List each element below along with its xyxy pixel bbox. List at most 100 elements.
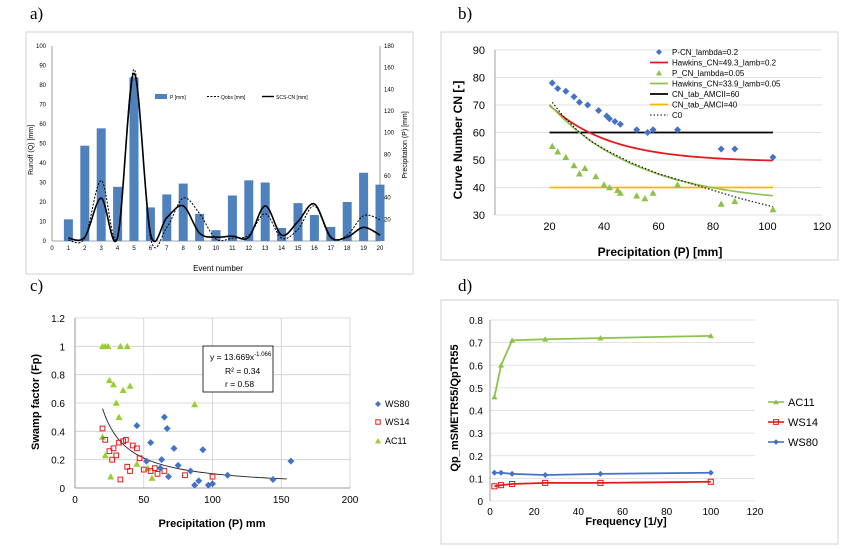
a-y2tick-label: 140	[384, 87, 395, 93]
c-legend-ws14-label: WS14	[385, 417, 410, 427]
b-triangle-point	[554, 148, 562, 155]
c-xtick-label: 0	[72, 495, 78, 506]
c-ws14-point	[127, 468, 133, 474]
a-precip-bar	[260, 182, 270, 241]
a-precip-bar	[129, 77, 139, 242]
b-legend-diamond-swatch	[656, 49, 662, 55]
a-precip-bar	[80, 145, 90, 241]
panel-b-frame	[440, 31, 839, 261]
a-y2tick-label: 160	[384, 66, 395, 72]
c-ws14-point	[99, 425, 106, 432]
b-xtick-label: 120	[813, 221, 831, 233]
d-legend-ws14-label: WS14	[788, 417, 818, 429]
a-ytick-label: 100	[36, 44, 47, 50]
a-ytick-label: 50	[39, 142, 46, 148]
c-ytick-label: 0.2	[51, 456, 65, 467]
c-ws80-point	[133, 422, 141, 430]
b-xtick-label: 60	[652, 221, 664, 233]
d-ylabel: Qp_mSMETR55/QpTR55	[449, 344, 461, 471]
c-ytick-label: 1	[59, 342, 65, 353]
b-triangle-point	[570, 162, 578, 169]
c-ws14-point	[110, 445, 117, 452]
d-ws80-point	[498, 469, 505, 476]
c-ac11-point	[133, 460, 141, 467]
c-ac11-point	[110, 381, 117, 388]
d-ac11-point	[597, 335, 604, 341]
b-diamond-point	[554, 85, 562, 92]
c-ws14-point	[133, 445, 140, 452]
c-ws80-point	[160, 413, 168, 421]
b-diamond-point	[595, 107, 603, 114]
c-ws80-point	[199, 446, 207, 454]
d-ws80-point	[597, 470, 604, 477]
a-xtick-label: 19	[360, 246, 367, 252]
b-hawkins-02-curve	[548, 104, 773, 162]
c-ws80-point	[287, 457, 295, 465]
d-ws14-point	[542, 479, 549, 486]
plots-layer: 0102030405060708090100204060801001201401…	[36, 44, 831, 518]
d-xtick-label: 80	[661, 507, 673, 518]
b-diamond-point	[570, 93, 578, 101]
b-diamond-point	[562, 87, 570, 95]
a-y2tick-label: 100	[384, 131, 395, 137]
a-legend-bar-label: P [mm]	[170, 95, 186, 101]
b-ytick-label: 90	[473, 45, 485, 57]
a-precip-bar	[96, 128, 106, 241]
a-precip-bar	[326, 226, 336, 241]
b-diamond-point	[548, 79, 556, 87]
b-xtick-label: 80	[707, 221, 719, 233]
a-qobs-line	[68, 68, 381, 249]
b-triangle-point	[674, 181, 682, 188]
d-ac11-point	[509, 337, 516, 343]
b-ytick-label: 30	[473, 210, 485, 222]
d-ws14-point	[497, 482, 505, 489]
c-ac11-point	[123, 342, 131, 350]
c-ws80-point	[187, 467, 194, 475]
b-legend-label: P_CN_lambda=0.05	[672, 69, 745, 78]
a-precip-bar	[342, 202, 352, 241]
a-y2tick-label: 20	[384, 217, 391, 223]
c-eq-exponent: -1.066	[254, 352, 272, 358]
b-diamond-point	[769, 153, 777, 161]
a-xtick-label: 16	[311, 246, 318, 252]
b-triangle-point	[731, 197, 739, 205]
c-ws80-point	[158, 456, 166, 464]
c-ac11-point	[107, 473, 115, 480]
b-c0-curve	[551, 101, 774, 208]
c-ws80-point	[269, 476, 277, 483]
d-xtick-label: 0	[487, 507, 493, 518]
c-ws14-point	[109, 456, 116, 463]
b-diamond-point	[644, 129, 652, 136]
b-diamond-point	[731, 145, 739, 153]
c-ac11-point	[126, 382, 134, 389]
d-ws80-point	[491, 469, 498, 476]
b-legend-label: Hawkins_CN=33.9_lamb=0.05	[672, 80, 781, 89]
b-legend-label: CN_tab_AMCII=60	[672, 90, 740, 99]
b-legend-label: P-CN_lambda=0.2	[672, 48, 739, 57]
b-ytick-label: 70	[473, 100, 485, 112]
c-eq-text: y = 13.669x-1.066	[210, 352, 272, 362]
a-xtick-label: 9	[198, 246, 202, 252]
c-annotation-box	[202, 345, 274, 393]
d-xlabel: Frequency [1/y]	[585, 516, 667, 528]
a-ytick-label: 0	[43, 239, 47, 245]
a-xtick-label: 8	[182, 246, 186, 252]
a-y2tick-label: 40	[384, 196, 391, 202]
d-ws14-point	[597, 479, 604, 486]
a-ylabel: Runoff (Q) [mm]	[28, 125, 35, 175]
b-legend-label: C0	[672, 111, 683, 120]
a-y2tick-label: 80	[384, 152, 391, 158]
d-ws80-point	[542, 471, 549, 478]
c-ws14-point	[116, 439, 122, 446]
a-precip-bar	[211, 230, 221, 241]
c-ws14-point	[136, 455, 143, 462]
c-ws14-point	[140, 466, 147, 473]
a-ytick-label: 60	[39, 122, 46, 128]
d-ac11-point	[542, 336, 549, 342]
d-ytick-label: 0.1	[469, 474, 483, 485]
b-xlabel: Precipitation (P) [mm]	[598, 245, 723, 259]
a-ytick-label: 80	[39, 83, 46, 89]
b-triangle-point	[562, 153, 570, 161]
b-legend-label: Hawkins_CN=49.3_lamb=0.2	[672, 59, 777, 68]
d-ytick-label: 0.8	[469, 316, 483, 327]
